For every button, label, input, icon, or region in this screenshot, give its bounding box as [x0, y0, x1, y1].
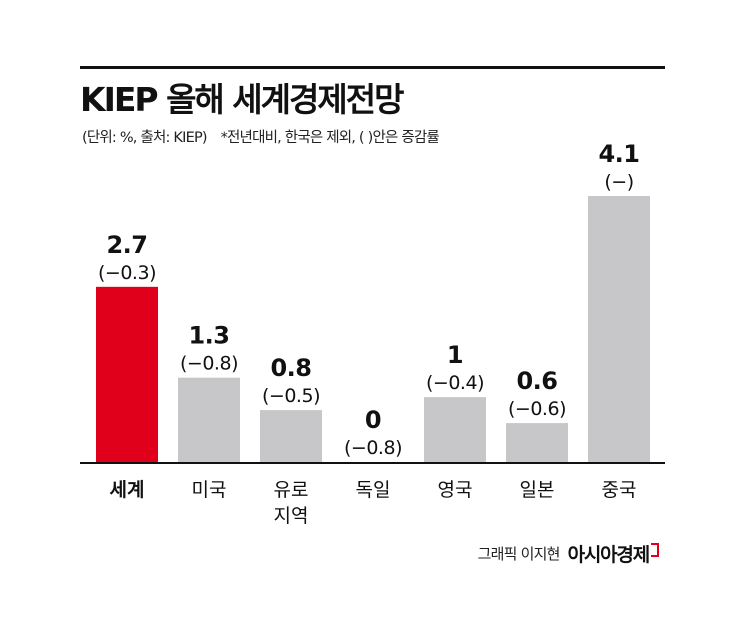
top-rule: [80, 66, 665, 69]
category-label-2: 미국: [192, 479, 227, 501]
category-label-3-line-2: 지역: [274, 505, 309, 527]
category-label-3-line-1: 유로: [274, 479, 309, 501]
value-label-3: 0.8: [270, 354, 311, 382]
change-label-7: (−): [604, 171, 633, 193]
brand-mark-icon: [651, 542, 659, 557]
value-label-4: 0: [365, 406, 381, 434]
category-label-1: 세계: [110, 479, 145, 501]
change-label-4: (−0.8): [344, 437, 402, 459]
bar-2: [178, 377, 240, 462]
category-label-5: 영국: [438, 479, 473, 501]
chart-subtitle: (단위: %, 출처: KIEP) *전년대비, 한국은 제외, ( )안은 증…: [82, 128, 440, 148]
category-label-4: 독일: [356, 479, 391, 501]
value-label-1: 2.7: [106, 231, 147, 259]
change-label-1: (−0.3): [98, 262, 156, 284]
chart-title: KIEP 올해 세계경제전망: [80, 80, 404, 119]
value-label-2: 1.3: [188, 322, 229, 350]
category-label-6: 일본: [520, 479, 555, 501]
change-label-5: (−0.4): [426, 372, 484, 394]
value-label-6: 0.6: [516, 367, 557, 395]
bar-1: [96, 286, 158, 462]
bar-6: [506, 423, 568, 462]
brand-logo-text: 아시아경제: [567, 544, 651, 566]
change-label-3: (−0.5): [262, 385, 320, 407]
bar-3: [260, 410, 322, 462]
change-label-2: (−0.8): [180, 353, 238, 375]
bar-7: [588, 196, 650, 462]
value-label-5: 1: [447, 341, 463, 369]
bar-5: [424, 397, 486, 462]
change-label-6: (−0.6): [508, 398, 566, 420]
source-note: (단위: %, 출처: KIEP): [82, 130, 208, 146]
footnote: *전년대비, 한국은 제외, ( )안은 증감률: [220, 130, 440, 146]
graphic-credit: 그래픽 이지현: [477, 545, 561, 563]
value-label-7: 4.1: [598, 140, 639, 168]
category-label-7: 중국: [602, 479, 637, 501]
credit: 그래픽 이지현 아시아경제: [478, 540, 659, 567]
